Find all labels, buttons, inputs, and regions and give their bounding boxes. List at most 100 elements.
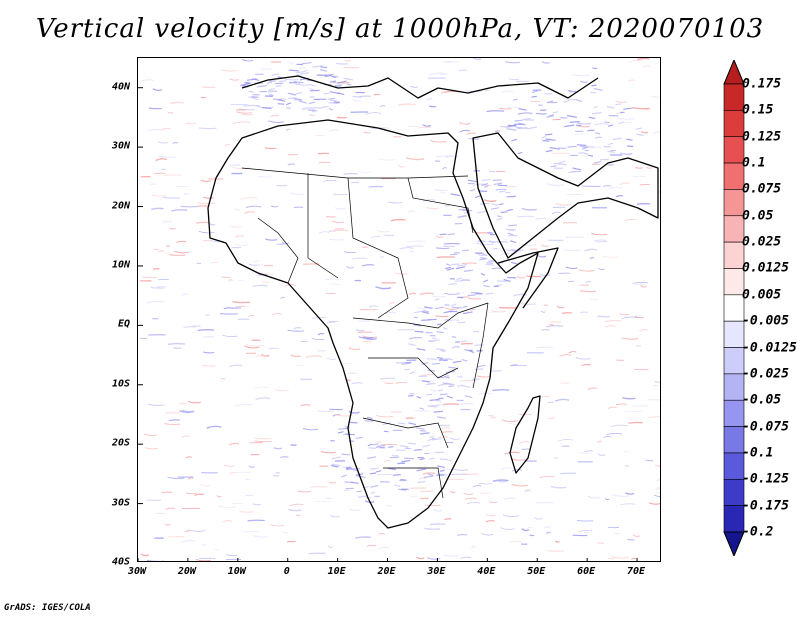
velocity-stroke (507, 185, 517, 188)
velocity-stroke (524, 489, 531, 493)
lat-tick-label: EQ (117, 318, 130, 330)
velocity-stroke (458, 69, 467, 72)
colorbar-bin (723, 83, 745, 111)
velocity-stroke (281, 531, 288, 534)
velocity-stroke (603, 145, 612, 148)
velocity-stroke (232, 301, 251, 304)
velocity-stroke (439, 191, 446, 194)
velocity-stroke (640, 284, 648, 288)
velocity-stroke (655, 464, 660, 467)
velocity-stroke (422, 199, 436, 202)
velocity-stroke (413, 448, 422, 451)
velocity-stroke (431, 362, 441, 365)
velocity-stroke (462, 385, 471, 388)
velocity-stroke (541, 329, 550, 331)
velocity-stroke (593, 146, 602, 148)
velocity-stroke (559, 354, 572, 357)
lon-tick-label: 60E (577, 566, 596, 577)
velocity-stroke (268, 347, 279, 350)
velocity-stroke (276, 184, 288, 187)
velocity-stroke (407, 210, 416, 214)
velocity-stroke (563, 99, 570, 103)
velocity-stroke (624, 492, 635, 495)
velocity-stroke (241, 299, 247, 303)
velocity-stroke (144, 447, 158, 450)
velocity-stroke (599, 158, 609, 161)
velocity-stroke (427, 382, 436, 385)
velocity-stroke (391, 454, 399, 457)
velocity-stroke (535, 346, 554, 349)
velocity-stroke (397, 462, 406, 465)
velocity-stroke (179, 402, 187, 405)
velocity-stroke (589, 256, 595, 260)
velocity-stroke (621, 337, 639, 340)
velocity-stroke (483, 279, 489, 283)
velocity-stroke (268, 120, 285, 123)
velocity-stroke (631, 106, 650, 110)
velocity-stroke (345, 433, 355, 436)
velocity-stroke (426, 557, 441, 560)
velocity-stroke (288, 97, 297, 100)
velocity-stroke (352, 99, 362, 102)
axis-ticks (138, 87, 638, 561)
velocity-stroke (591, 232, 608, 236)
colorbar-bin (723, 373, 745, 401)
velocity-stroke (361, 340, 372, 343)
velocity-stroke (583, 152, 589, 155)
velocity-stroke (252, 97, 258, 101)
velocity-stroke (619, 313, 630, 316)
velocity-stroke (398, 164, 405, 168)
velocity-stroke (486, 311, 504, 314)
velocity-stroke (443, 310, 453, 314)
velocity-stroke (460, 296, 470, 299)
velocity-stroke (588, 116, 596, 119)
velocity-stroke (401, 362, 411, 365)
velocity-stroke (280, 296, 286, 300)
velocity-stroke (140, 553, 150, 557)
velocity-stroke (432, 337, 437, 340)
velocity-stroke (422, 444, 431, 448)
velocity-stroke (546, 325, 564, 328)
velocity-stroke (167, 343, 186, 345)
velocity-stroke (613, 532, 620, 535)
velocity-stroke (654, 381, 660, 383)
velocity-stroke (467, 179, 478, 183)
velocity-stroke (511, 483, 528, 487)
velocity-stroke (331, 456, 341, 460)
velocity-stroke (299, 100, 307, 104)
velocity-stroke (639, 328, 649, 332)
velocity-stroke (181, 409, 195, 413)
velocity-stroke (384, 312, 396, 314)
velocity-stroke (469, 188, 476, 192)
velocity-stroke (162, 220, 173, 224)
velocity-stroke (507, 124, 517, 127)
velocity-stroke (314, 500, 331, 503)
velocity-stroke (362, 246, 368, 249)
velocity-stroke (442, 167, 448, 170)
velocity-stroke (567, 171, 578, 173)
velocity-stroke (451, 346, 460, 349)
velocity-stroke (597, 315, 610, 318)
velocity-stroke (329, 99, 340, 103)
velocity-stroke (584, 149, 589, 152)
velocity-stroke (645, 459, 654, 462)
velocity-stroke (278, 80, 287, 83)
velocity-stroke (361, 264, 375, 267)
velocity-stroke (443, 318, 449, 321)
velocity-stroke (459, 129, 471, 133)
velocity-stroke (200, 179, 211, 182)
velocity-stroke (319, 68, 328, 72)
lon-tick-label: 50E (527, 566, 546, 577)
velocity-stroke (376, 440, 382, 443)
velocity-stroke (620, 503, 636, 505)
velocity-stroke (592, 67, 598, 70)
lat-tick-label: 30N (111, 140, 130, 152)
colorbar-bin (723, 426, 745, 454)
velocity-stroke (428, 457, 436, 460)
velocity-stroke (143, 433, 157, 437)
velocity-stroke (255, 354, 267, 357)
velocity-stroke (273, 447, 283, 450)
velocity-stroke (370, 467, 379, 470)
velocity-stroke (237, 318, 250, 321)
lon-tick-label: 30W (127, 566, 147, 577)
